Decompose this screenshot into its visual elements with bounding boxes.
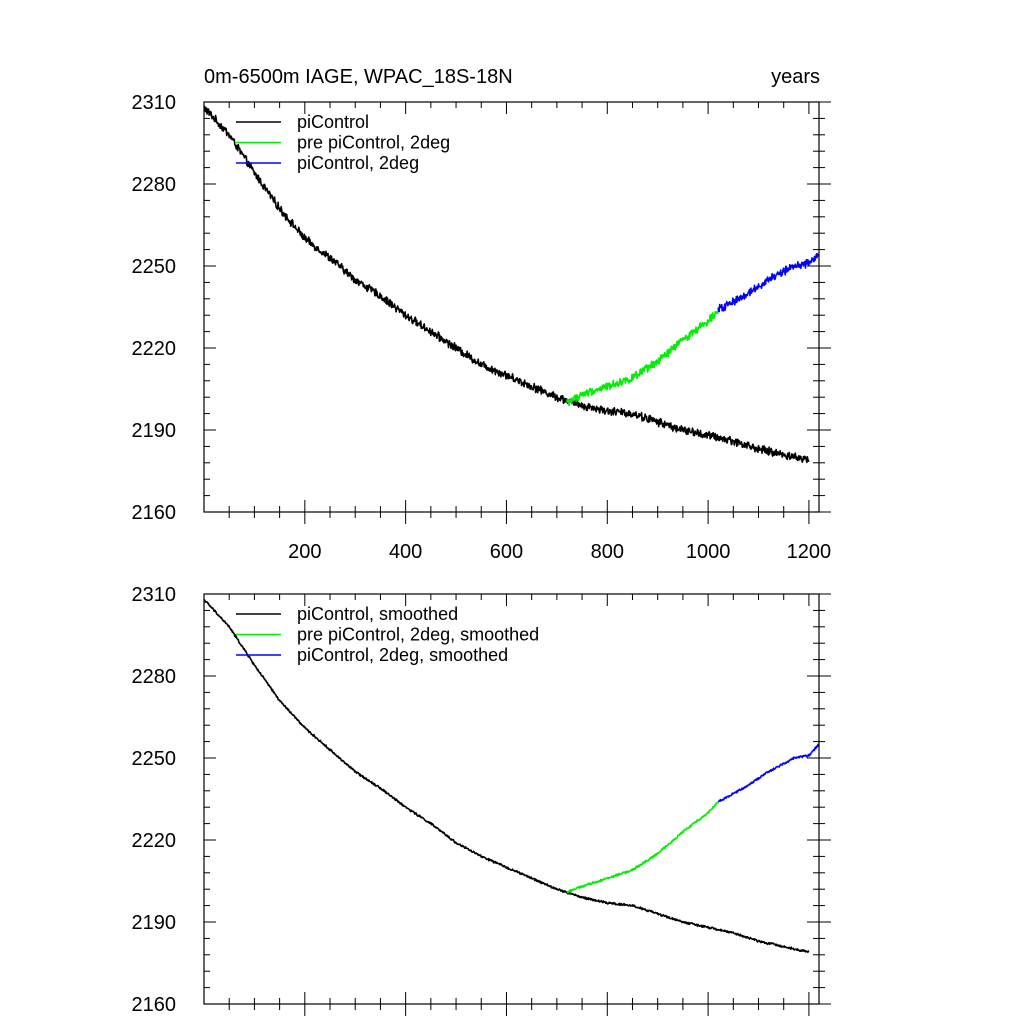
y-tick-label: 2220 — [132, 338, 177, 360]
series-line — [566, 801, 719, 894]
legend-item: piControl — [236, 112, 369, 132]
plot-area — [204, 598, 819, 954]
x-tick-label: 400 — [389, 541, 422, 563]
y-tick-label: 2310 — [132, 584, 177, 606]
legend-item: piControl, 2deg — [236, 153, 419, 173]
plot-frame — [203, 101, 820, 513]
bottom-panel: 2160 2190 2220 2250 2280 2310 piControl, smoot… — [132, 584, 831, 1016]
series-line — [717, 743, 819, 803]
series-line — [717, 253, 819, 313]
x-tick-label: 600 — [490, 541, 523, 563]
legend-label: piControl, 2deg — [297, 153, 419, 173]
y-tick-label: 2190 — [132, 912, 177, 934]
series-line — [204, 105, 810, 464]
y-tick-label: 2310 — [132, 92, 177, 114]
x-tick-label: 1000 — [686, 541, 731, 563]
legend-label: piControl, smoothed — [297, 604, 458, 624]
series-line — [566, 310, 719, 407]
y-tick-label: 2160 — [132, 994, 177, 1016]
y-tick-label: 2250 — [132, 748, 177, 770]
title-right: years — [771, 66, 820, 88]
title-left: 0m-6500m IAGE, WPAC_18S-18N — [204, 66, 513, 88]
legend-label: pre piControl, 2deg, smoothed — [297, 625, 539, 645]
legend-label: piControl, 2deg, smoothed — [297, 645, 508, 665]
y-tick-label: 2280 — [132, 174, 177, 196]
legend-item: piControl, 2deg, smoothed — [236, 645, 508, 665]
y-tick-label: 2160 — [132, 502, 177, 524]
legend-label: piControl — [297, 112, 369, 132]
y-tick-label: 2280 — [132, 666, 177, 688]
x-tick-label: 200 — [288, 541, 321, 563]
series-line — [204, 598, 810, 954]
plot-frame — [203, 593, 820, 1005]
legend-item: pre piControl, 2deg, smoothed — [236, 625, 539, 645]
y-tick-label: 2250 — [132, 256, 177, 278]
y-tick-label: 2220 — [132, 830, 177, 852]
legend-item: piControl, smoothed — [236, 604, 458, 624]
top-panel: 0m-6500m IAGE, WPAC_18S-18N years 2160 21… — [132, 66, 832, 563]
plot-area — [204, 105, 819, 464]
y-tick-label: 2190 — [132, 420, 177, 442]
legend-label: pre piControl, 2deg — [297, 133, 450, 153]
legend-item: pre piControl, 2deg — [236, 133, 450, 153]
x-tick-label: 800 — [591, 541, 624, 563]
x-tick-label: 1200 — [787, 541, 832, 563]
